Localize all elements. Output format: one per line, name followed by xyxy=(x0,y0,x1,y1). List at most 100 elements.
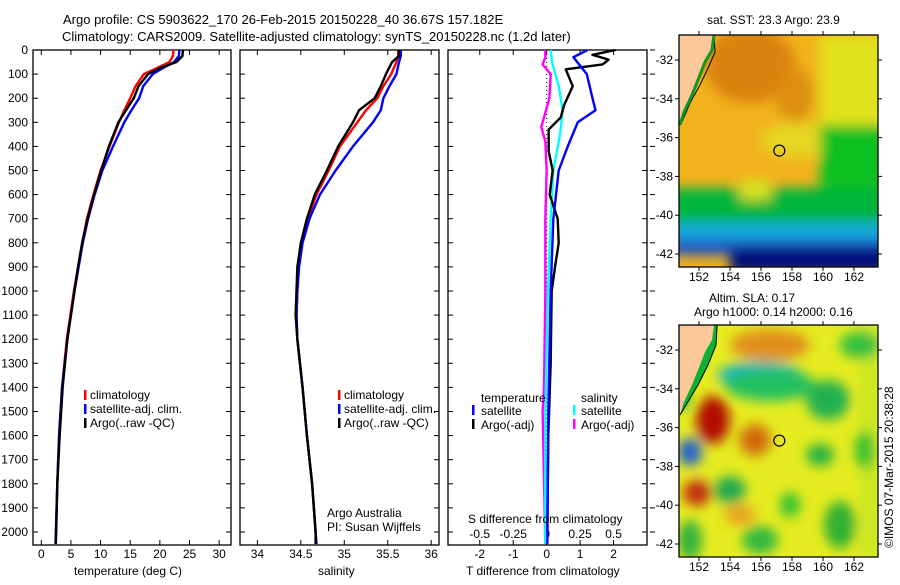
legend-label: satellite-adj. clim. xyxy=(344,402,436,416)
sla-map-frame xyxy=(678,324,879,558)
y-tick-label: 2000 xyxy=(1,525,28,539)
title-line-1: Argo profile: CS 5903622_170 26-Feb-2015… xyxy=(63,12,504,27)
y-tick-label: 1900 xyxy=(1,501,28,515)
x2-tick-label: 0.5 xyxy=(605,527,622,541)
lat-tick-label: -42 xyxy=(656,247,674,261)
diff-temperature-argo-adj--line xyxy=(546,48,616,532)
legend-swatch-s-satellite xyxy=(573,405,576,415)
x2-tick-label: 0.25 xyxy=(568,527,592,541)
y-tick-label: 1300 xyxy=(1,356,28,370)
lon-tick-label: 158 xyxy=(782,560,802,574)
legend-label: Argo(..raw -QC) xyxy=(344,416,429,430)
sst-coastline xyxy=(679,35,716,126)
x-tick-label: 1 xyxy=(577,547,584,561)
lat-tick-label: -34 xyxy=(656,92,674,106)
salinity-axis-label: salinity xyxy=(318,564,355,578)
lat-tick-label: -32 xyxy=(656,53,674,67)
lon-tick-label: 160 xyxy=(813,270,833,284)
salinity-argo-raw-qc--line xyxy=(294,50,401,545)
sla-map-title: Altim. SLA: 0.17 xyxy=(709,291,795,305)
x-tick-label: 34.5 xyxy=(289,547,313,561)
lon-tick-label: 154 xyxy=(720,270,740,284)
x2-tick-label: -0.25 xyxy=(500,527,528,541)
legend-header-salinity: salinity xyxy=(581,391,618,405)
x-tick-label: 0 xyxy=(543,547,550,561)
x-tick-label: 0 xyxy=(38,547,45,561)
y-tick-label: 1600 xyxy=(1,429,28,443)
y-tick-label: 100 xyxy=(8,67,28,81)
y-tick-label: 400 xyxy=(8,139,28,153)
lat-tick-label: -32 xyxy=(656,343,674,357)
legend-swatch-argo xyxy=(84,418,87,428)
temperature-panel xyxy=(32,49,232,546)
y-tick-label: 700 xyxy=(8,212,28,226)
y-tick-label: 1700 xyxy=(1,453,28,467)
x-tick-label: 35 xyxy=(338,547,352,561)
lon-tick-label: 160 xyxy=(813,560,833,574)
lat-tick-label: -42 xyxy=(656,537,674,551)
lat-tick-label: -38 xyxy=(656,459,674,473)
temperature-legend: climatology satellite-adj. clim. Argo(..… xyxy=(84,388,182,430)
temperature-axis-label: temperature (deg C) xyxy=(74,564,182,578)
diff-salinity-argo-adj--line xyxy=(540,50,552,545)
sla-map-subtitle: Argo h1000: 0.14 h2000: 0.16 xyxy=(694,305,853,319)
legend-swatch-argo xyxy=(338,418,341,428)
legend-swatch-satellite xyxy=(338,404,341,414)
y-tick-label: 200 xyxy=(8,91,28,105)
x-tick-label: 34 xyxy=(251,547,265,561)
legend-label: Argo(-adj) xyxy=(481,418,534,432)
lon-tick-label: 156 xyxy=(751,270,771,284)
lon-tick-label: 156 xyxy=(751,560,771,574)
lat-tick-label: -38 xyxy=(656,169,674,183)
legend-label: satellite xyxy=(481,404,522,418)
legend-swatch-satellite xyxy=(84,404,87,414)
legend-swatch-s-argo xyxy=(573,419,576,429)
y-tick-label: 300 xyxy=(8,115,28,129)
x-tick-label: 25 xyxy=(183,547,197,561)
y-tick-label: 0 xyxy=(21,43,28,57)
x-tick-label: 30 xyxy=(212,547,226,561)
lat-tick-label: -36 xyxy=(656,131,674,145)
legend-label: satellite-adj. clim. xyxy=(90,402,182,416)
x-tick-label: 35.5 xyxy=(376,547,400,561)
x-tick-label: 36 xyxy=(424,547,438,561)
difference-legend: temperature salinity satellite Argo(-adj… xyxy=(472,391,634,432)
y-tick-label: 800 xyxy=(8,236,28,250)
lat-tick-label: -36 xyxy=(656,421,674,435)
legend-swatch-t-argo xyxy=(472,419,475,429)
lon-tick-label: 158 xyxy=(782,270,802,284)
legend-swatch-climatology xyxy=(84,390,87,400)
argo-location-marker-sst xyxy=(773,144,786,157)
legend-label: Argo(..raw -QC) xyxy=(90,416,175,430)
s-difference-axis-label: S difference from climatology xyxy=(468,512,623,526)
annotation-argo-australia: Argo Australia xyxy=(327,506,402,520)
difference-panel xyxy=(447,49,648,546)
lon-tick-label: 162 xyxy=(844,270,864,284)
y-tick-label: 1100 xyxy=(2,308,28,322)
lat-tick-label: -34 xyxy=(656,382,674,396)
y-tick-label: 900 xyxy=(8,260,28,274)
x-tick-label: 10 xyxy=(94,547,108,561)
y-tick-label: 1400 xyxy=(1,380,28,394)
x-tick-label: -1 xyxy=(508,547,519,561)
y-tick-label: 600 xyxy=(8,188,28,202)
lat-tick-label: -40 xyxy=(656,208,674,222)
lon-tick-label: 154 xyxy=(720,560,740,574)
sst-map-title: sat. SST: 23.3 Argo: 23.9 xyxy=(707,13,840,27)
argo-location-marker-sla xyxy=(773,434,786,447)
legend-label: Argo(-adj) xyxy=(581,418,634,432)
title-line-2: Climatology: CARS2009. Satellite-adjuste… xyxy=(62,29,571,44)
legend-swatch-climatology xyxy=(338,390,341,400)
x-tick-label: 5 xyxy=(68,547,75,561)
sst-map-frame xyxy=(678,34,879,268)
x-tick-label: 15 xyxy=(124,547,138,561)
legend-header-temperature: temperature xyxy=(481,391,546,405)
salinity-panel xyxy=(239,49,440,546)
sla-map xyxy=(679,325,878,557)
lon-tick-label: 162 xyxy=(844,560,864,574)
copyright-timestamp: ©IMOS 07-Mar-2015 20:38:28 xyxy=(882,386,896,548)
diff-salinity-satellite-line xyxy=(544,49,564,545)
y-tick-label: 1200 xyxy=(1,332,28,346)
diff-temperature-satellite-line xyxy=(546,48,597,545)
